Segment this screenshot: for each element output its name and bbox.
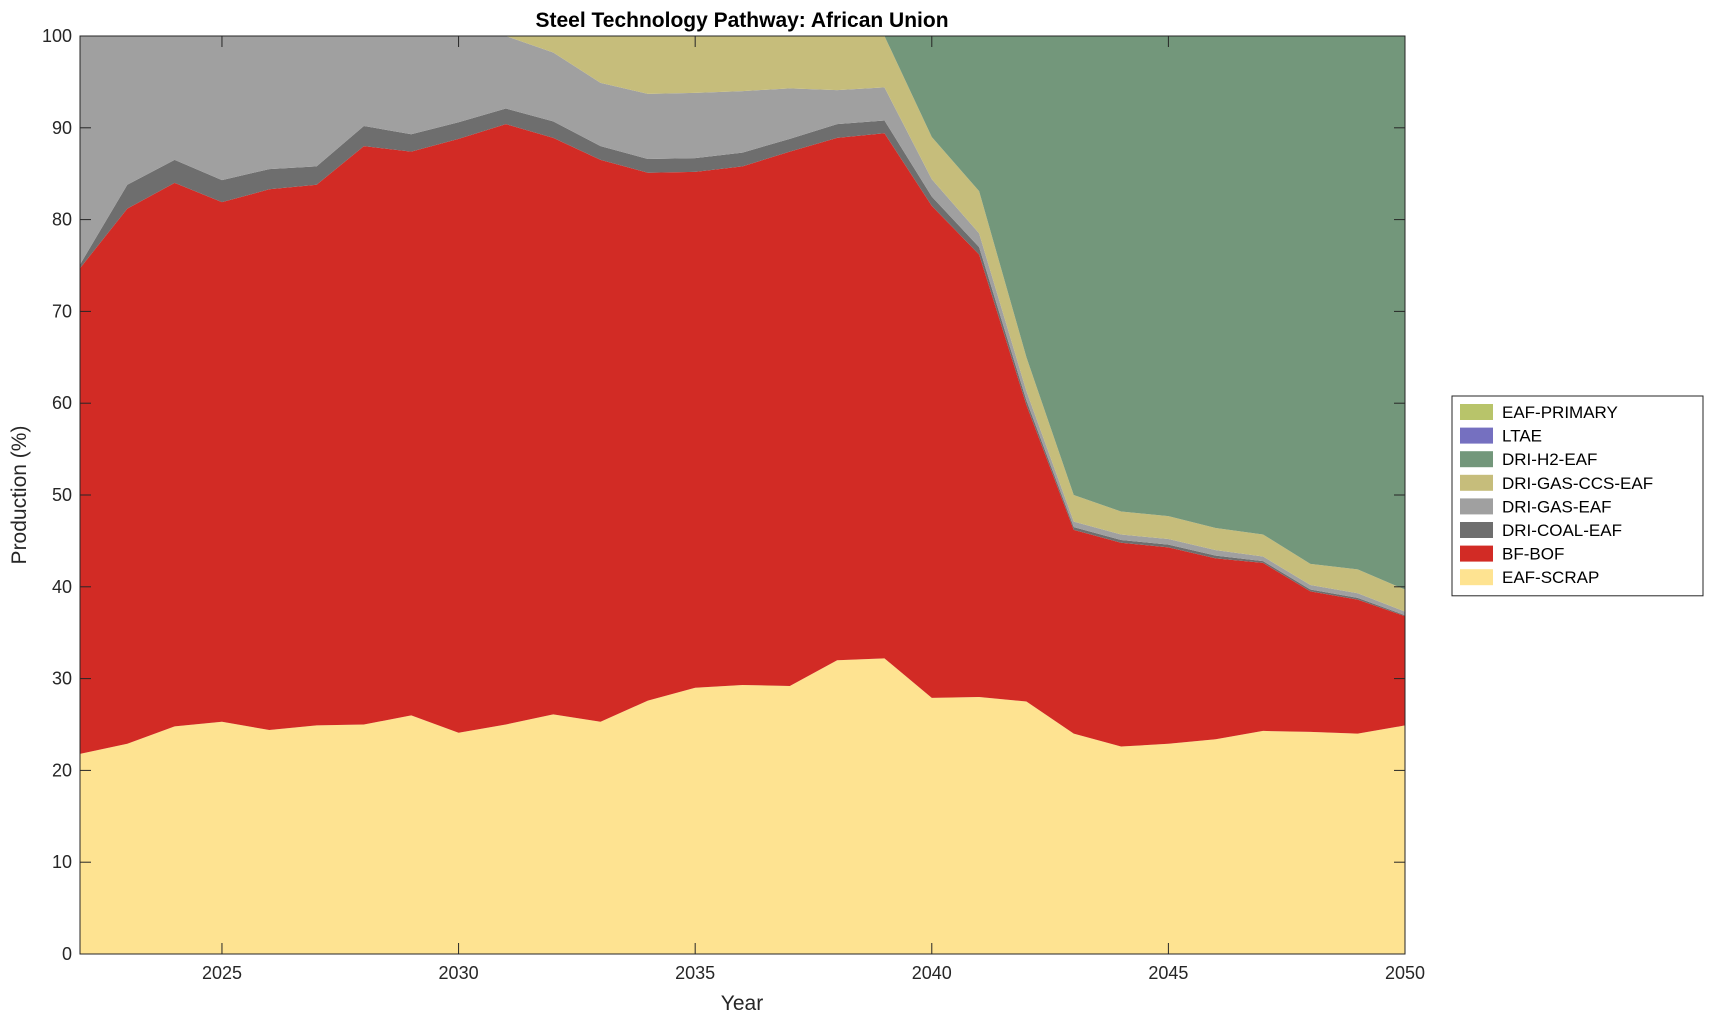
y-tick-label: 10 xyxy=(52,852,72,872)
area-dri-h2-eaf xyxy=(80,36,1405,590)
legend-swatch-dri-coal-eaf xyxy=(1460,522,1493,538)
legend-label-bf-bof: BF-BOF xyxy=(1502,545,1564,564)
legend: EAF-PRIMARY LTAE DRI-H2-EAF DRI-GAS-CCS-EAF… xyxy=(1451,395,1704,597)
legend-label-dri-gas-ccs-eaf: DRI-GAS-CCS-EAF xyxy=(1502,474,1653,493)
legend-label-ltae: LTAE xyxy=(1502,427,1542,446)
area-eaf-scrap xyxy=(80,658,1405,954)
y-tick-label: 0 xyxy=(62,944,72,964)
x-axis-title: Year xyxy=(721,992,763,1015)
plot-area-frame xyxy=(79,35,1406,955)
legend-box xyxy=(1451,395,1704,597)
y-tick-label: 60 xyxy=(52,393,72,413)
y-tick-label: 20 xyxy=(52,760,72,780)
y-tick-label: 50 xyxy=(52,485,72,505)
x-tick-label: 2050 xyxy=(1385,963,1425,983)
y-axis-ticks: 0 10 20 30 40 50 60 70 80 90 100 xyxy=(42,26,1405,964)
legend-label-dri-gas-eaf: DRI-GAS-EAF xyxy=(1502,497,1612,516)
legend-label-dri-h2-eaf: DRI-H2-EAF xyxy=(1502,450,1597,469)
legend-swatch-eaf-scrap xyxy=(1460,569,1493,586)
x-tick-label: 2025 xyxy=(202,963,242,983)
y-axis-title: Production (%) xyxy=(8,426,31,565)
area-series-group xyxy=(80,36,1405,954)
y-tick-label: 80 xyxy=(52,210,72,230)
area-dri-gas-ccs-eaf xyxy=(80,36,1405,612)
area-bf-bof xyxy=(80,124,1405,754)
x-tick-label: 2045 xyxy=(1148,963,1188,983)
legend-swatch-dri-gas-ccs-eaf xyxy=(1460,474,1493,491)
area-dri-gas-eaf xyxy=(80,36,1405,616)
x-axis-ticks: 2025 2030 2035 2040 2045 2050 xyxy=(202,36,1425,983)
x-tick-label: 2040 xyxy=(912,963,952,983)
legend-label-dri-coal-eaf: DRI-COAL-EAF xyxy=(1502,521,1622,540)
legend-swatch-dri-h2-eaf xyxy=(1460,451,1493,468)
x-tick-label: 2030 xyxy=(439,963,479,983)
legend-swatch-dri-gas-eaf xyxy=(1460,498,1493,515)
y-tick-label: 100 xyxy=(42,26,72,46)
chart-title: Steel Technology Pathway: African Union xyxy=(535,9,948,32)
legend-swatch-bf-bof xyxy=(1460,545,1493,562)
legend-swatch-eaf-primary xyxy=(1460,404,1493,420)
y-tick-label: 30 xyxy=(52,669,72,689)
legend-swatch-ltae xyxy=(1460,427,1493,444)
y-tick-label: 70 xyxy=(52,301,72,321)
legend-label-eaf-primary: EAF-PRIMARY xyxy=(1502,403,1618,422)
legend-label-eaf-scrap: EAF-SCRAP xyxy=(1502,568,1599,587)
x-tick-label: 2035 xyxy=(675,963,715,983)
y-tick-label: 90 xyxy=(52,118,72,138)
y-tick-label: 40 xyxy=(52,577,72,597)
